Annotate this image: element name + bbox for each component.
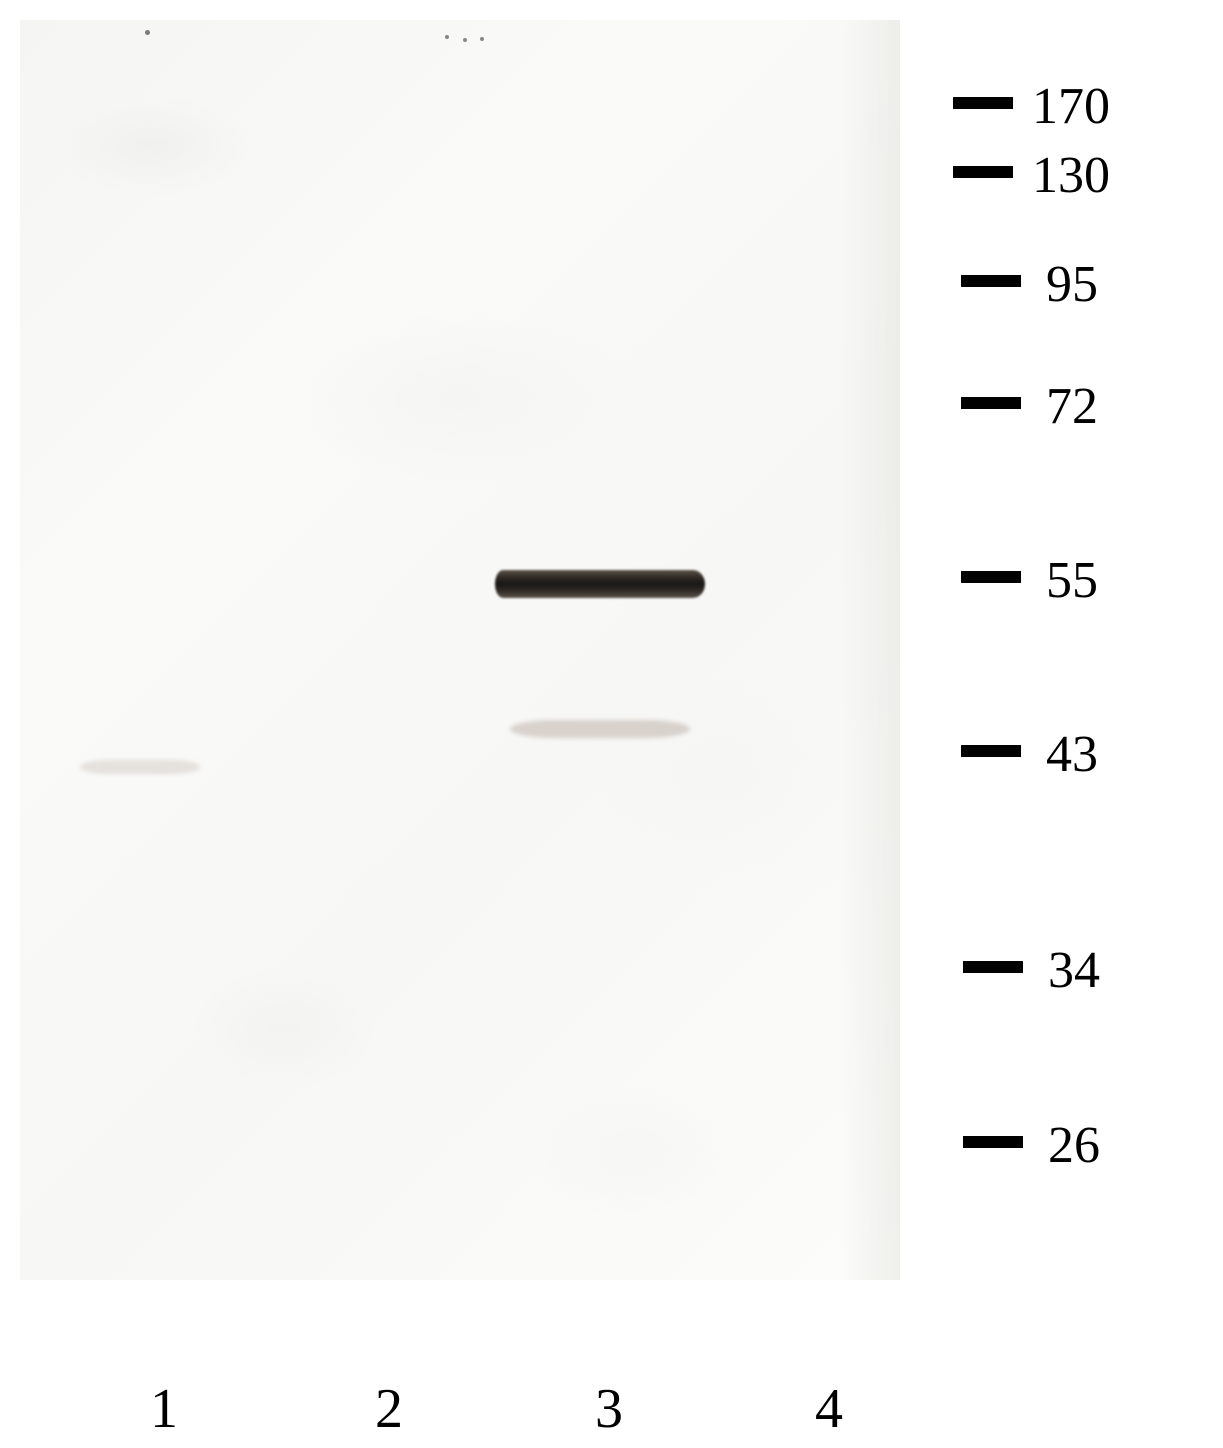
artifact-spot-2 (463, 38, 467, 42)
marker-tick-72 (961, 397, 1021, 409)
blot-membrane (20, 20, 900, 1280)
marker-tick-130 (953, 166, 1013, 178)
marker-tick-95 (961, 275, 1021, 287)
marker-label-26: 26 (1048, 1116, 1100, 1175)
band-faint-1 (510, 720, 690, 738)
lane-label-4: 4 (815, 1377, 843, 1441)
marker-label-43: 43 (1046, 725, 1098, 784)
artifact-spot-1 (445, 35, 449, 39)
marker-label-130: 130 (1032, 146, 1110, 205)
marker-label-72: 72 (1046, 377, 1098, 436)
lane-label-1: 1 (150, 1377, 178, 1441)
membrane-edge (840, 20, 900, 1280)
lane-label-2: 2 (375, 1377, 403, 1441)
artifact-spot-0 (145, 30, 150, 35)
lane-label-3: 3 (595, 1377, 623, 1441)
marker-label-34: 34 (1048, 941, 1100, 1000)
marker-tick-55 (961, 571, 1021, 583)
marker-tick-34 (963, 961, 1023, 973)
marker-label-55: 55 (1046, 551, 1098, 610)
marker-label-95: 95 (1046, 255, 1098, 314)
band-faint-2 (80, 760, 200, 774)
marker-tick-26 (963, 1136, 1023, 1148)
membrane-texture (20, 20, 900, 1280)
marker-tick-43 (961, 745, 1021, 757)
marker-label-170: 170 (1032, 77, 1110, 136)
artifact-spot-3 (480, 37, 484, 41)
marker-tick-170 (953, 97, 1013, 109)
band-main-0 (495, 570, 705, 598)
